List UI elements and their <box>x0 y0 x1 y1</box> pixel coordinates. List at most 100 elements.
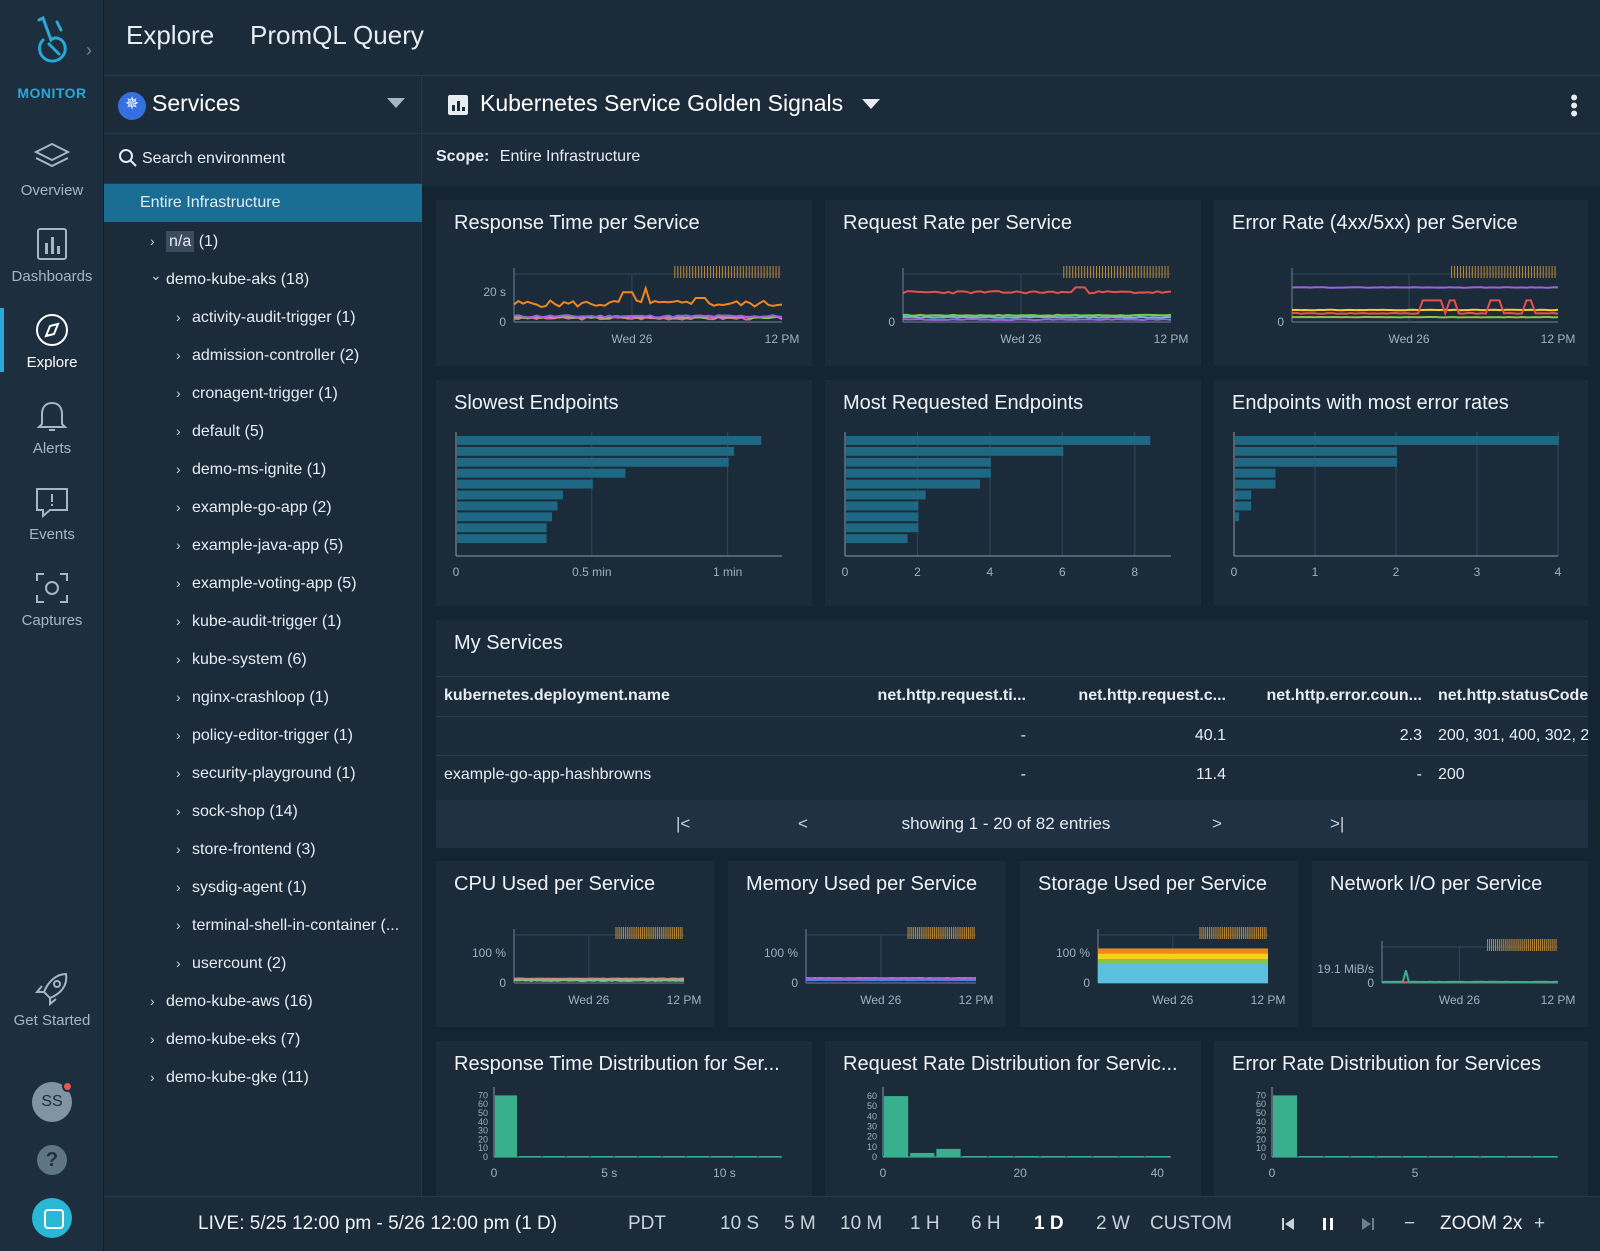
range-1d[interactable]: 1 D <box>1034 1213 1064 1234</box>
brand[interactable]: MONITOR › <box>0 14 104 101</box>
nav-events[interactable]: Events <box>0 474 104 560</box>
tree-item-usercount[interactable]: › usercount (2) <box>104 944 422 982</box>
avatar[interactable]: SS <box>32 1081 73 1122</box>
panel-most-requested-endpoints[interactable]: Most Requested Endpoints 0 2 4 6 8 <box>825 380 1201 606</box>
tab-explore[interactable]: Explore <box>126 20 215 50</box>
prev-page-button[interactable]: < <box>798 814 808 833</box>
nav-captures[interactable]: Captures <box>0 560 104 646</box>
chevron-right-icon[interactable]: › <box>176 613 181 629</box>
first-page-button[interactable]: |< <box>676 814 691 833</box>
next-page-button[interactable]: > <box>1212 814 1222 833</box>
live-time-range[interactable]: LIVE: 5/25 12:00 pm - 5/26 12:00 pm (1 D… <box>198 1213 558 1234</box>
panel-endpoints-error-rates[interactable]: Endpoints with most error rates 0 1 2 3 4 <box>1214 380 1588 606</box>
tree-item-demo-kube-gke[interactable]: › demo-kube-gke (11) <box>104 1058 422 1096</box>
tree-item-demo-kube-aws[interactable]: › demo-kube-aws (16) <box>104 982 422 1020</box>
panel-network-io[interactable]: Network I/O per Service 19.1 MiB/s 0 Wed 2… <box>1312 861 1588 1027</box>
range-custom[interactable]: CUSTOM <box>1150 1213 1232 1234</box>
tree-selector[interactable]: Services <box>104 76 421 134</box>
chevron-right-icon[interactable]: › <box>176 803 181 819</box>
chevron-right-icon[interactable]: › <box>176 385 181 401</box>
chevron-right-icon[interactable]: › <box>176 499 181 515</box>
panel-response-time[interactable]: Response Time per Service 20 s 0 Wed 26 12 … <box>436 200 812 366</box>
chat-icon[interactable] <box>32 1198 72 1238</box>
search-input[interactable] <box>142 146 402 172</box>
chevron-right-icon[interactable]: › <box>176 765 181 781</box>
chevron-right-icon[interactable]: › <box>176 689 181 705</box>
tree-item-na[interactable]: › n/a (1) <box>104 222 422 260</box>
tree-item-demo-ms-ignite[interactable]: › demo-ms-ignite (1) <box>104 450 422 488</box>
col-request-count[interactable]: net.http.request.c... <box>1078 687 1226 704</box>
tab-promql-query[interactable]: PromQL Query <box>250 20 424 50</box>
kebab-menu-icon[interactable]: • • • <box>1570 85 1578 126</box>
nav-get-started[interactable]: Get Started <box>0 960 104 1046</box>
chevron-right-icon[interactable]: › <box>176 727 181 743</box>
zoom-out-button[interactable]: − <box>1404 1213 1416 1234</box>
tree-item-policy-editor-trigger[interactable]: › policy-editor-trigger (1) <box>104 716 422 754</box>
range-5m[interactable]: 5 M <box>784 1213 816 1234</box>
zoom-in-button[interactable]: + <box>1534 1213 1546 1234</box>
tree-item-store-frontend[interactable]: › store-frontend (3) <box>104 830 422 868</box>
tree-item-sysdig-agent[interactable]: › sysdig-agent (1) <box>104 868 422 906</box>
tree-item-security-playground[interactable]: › security-playground (1) <box>104 754 422 792</box>
chevron-right-icon[interactable]: › <box>176 841 181 857</box>
tree-item-kube-audit-trigger[interactable]: › kube-audit-trigger (1) <box>104 602 422 640</box>
chevron-right-icon[interactable]: › <box>150 1031 155 1047</box>
caret-down-icon[interactable] <box>387 98 405 108</box>
chevron-right-icon[interactable]: › <box>150 233 155 249</box>
col-deployment-name[interactable]: kubernetes.deployment.name <box>444 687 670 704</box>
nav-overview[interactable]: Overview <box>0 130 104 216</box>
help-icon[interactable]: ? <box>37 1145 67 1175</box>
range-10m[interactable]: 10 M <box>840 1213 883 1234</box>
col-error-count[interactable]: net.http.error.coun... <box>1266 687 1422 704</box>
chevron-right-icon[interactable]: › <box>176 879 181 895</box>
col-status-code[interactable]: net.http.statusCode <box>1438 687 1588 704</box>
tree-item-entire-infrastructure[interactable]: Entire Infrastructure <box>104 184 422 222</box>
panel-error-rate-distribution[interactable]: Error Rate Distribution for Services 70 6… <box>1214 1041 1588 1196</box>
panel-slowest-endpoints[interactable]: Slowest Endpoints 0 0.5 min 1 min <box>436 380 812 606</box>
range-10s[interactable]: 10 S <box>720 1213 760 1234</box>
chevron-right-icon[interactable]: › <box>150 1069 155 1085</box>
last-page-button[interactable]: >| <box>1330 814 1345 833</box>
nav-explore[interactable]: Explore <box>0 302 104 388</box>
panel-cpu-used[interactable]: CPU Used per Service 100 % 0 Wed 26 12 PM <box>436 861 714 1027</box>
chevron-right-icon[interactable]: › <box>176 423 181 439</box>
panel-request-rate-distribution[interactable]: Request Rate Distribution for Servic... … <box>825 1041 1201 1196</box>
tree-item-example-java-app[interactable]: › example-java-app (5) <box>104 526 422 564</box>
pause-icon[interactable] <box>1320 1216 1336 1232</box>
tree-item-kube-system[interactable]: › kube-system (6) <box>104 640 422 678</box>
skip-forward-icon[interactable] <box>1360 1216 1376 1232</box>
timezone-label[interactable]: PDT <box>628 1213 666 1234</box>
col-request-time[interactable]: net.http.request.ti... <box>877 687 1026 704</box>
panel-storage-used[interactable]: Storage Used per Service 100 % 0 Wed 26 12 … <box>1020 861 1298 1027</box>
tree-item-demo-kube-eks[interactable]: › demo-kube-eks (7) <box>104 1020 422 1058</box>
nav-alerts[interactable]: Alerts <box>0 388 104 474</box>
table-row[interactable]: example-go-app-hashbrowns - 11.4 - 200 <box>436 755 1588 794</box>
tree-item-cronagent-trigger[interactable]: › cronagent-trigger (1) <box>104 374 422 412</box>
tree-item-activity-audit-trigger[interactable]: › activity-audit-trigger (1) <box>104 298 422 336</box>
tree-item-sock-shop[interactable]: › sock-shop (14) <box>104 792 422 830</box>
tree-item-default[interactable]: › default (5) <box>104 412 422 450</box>
table-row[interactable]: - 40.1 2.3 200, 301, 400, 302, 20... <box>436 716 1588 755</box>
chevron-right-icon[interactable]: › <box>176 309 181 325</box>
tree-item-example-voting-app[interactable]: › example-voting-app (5) <box>104 564 422 602</box>
tree-item-admission-controller[interactable]: › admission-controller (2) <box>104 336 422 374</box>
tree-item-terminal-shell-in-container[interactable]: › terminal-shell-in-container (... <box>104 906 422 944</box>
chevron-right-icon[interactable]: › <box>176 537 181 553</box>
range-2w[interactable]: 2 W <box>1096 1213 1130 1234</box>
chevron-right-icon[interactable]: › <box>176 347 181 363</box>
dashboard-title[interactable]: Kubernetes Service Golden Signals <box>480 90 844 116</box>
chevron-right-icon[interactable]: › <box>176 461 181 477</box>
chevron-right-icon[interactable]: › <box>150 993 155 1009</box>
chevron-right-icon[interactable]: › <box>176 651 181 667</box>
panel-error-rate[interactable]: Error Rate (4xx/5xx) per Service 0 Wed 26… <box>1214 200 1588 366</box>
chevron-right-icon[interactable]: › <box>176 575 181 591</box>
nav-dashboards[interactable]: Dashboards <box>0 216 104 302</box>
range-6h[interactable]: 6 H <box>971 1213 1001 1234</box>
panel-request-rate[interactable]: Request Rate per Service 0 Wed 26 12 PM <box>825 200 1201 366</box>
tree-item-demo-kube-aks[interactable]: ⌄ demo-kube-aks (18) <box>104 260 422 298</box>
chevron-right-icon[interactable]: › <box>176 955 181 971</box>
chevron-right-icon[interactable]: › <box>176 917 181 933</box>
panel-memory-used[interactable]: Memory Used per Service 100 % 0 Wed 26 12 P… <box>728 861 1006 1027</box>
range-1h[interactable]: 1 H <box>910 1213 940 1234</box>
tree-item-example-go-app[interactable]: › example-go-app (2) <box>104 488 422 526</box>
